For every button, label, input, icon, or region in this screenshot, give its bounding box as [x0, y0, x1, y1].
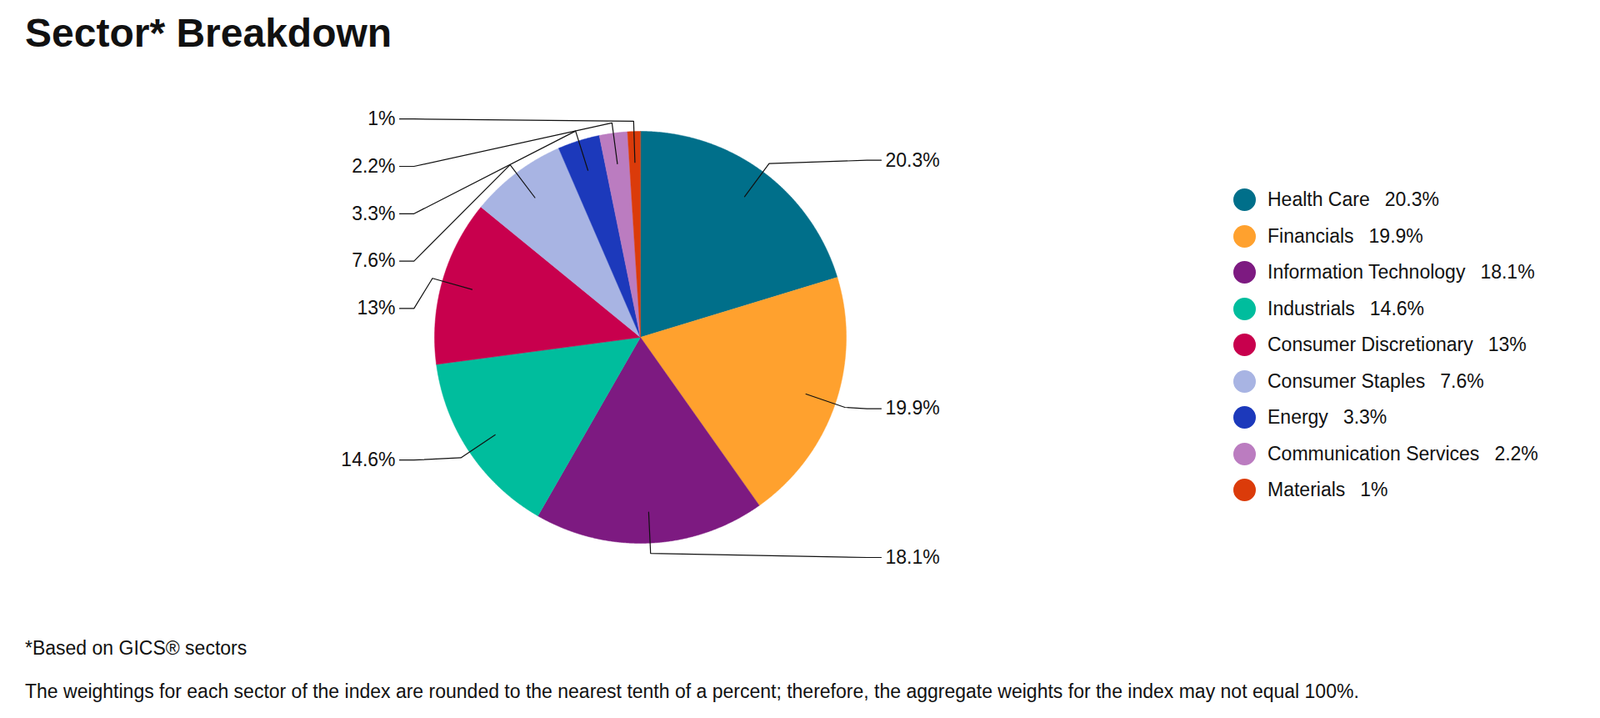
html-text:The weightings for each sector: The weightings for each sector of the in… — [25, 680, 1359, 702]
svg-text:14.6%: 14.6% — [340, 448, 395, 470]
svg-text:18.1%: 18.1% — [885, 545, 940, 568]
html-text:14.6%: 14.6% — [1369, 297, 1425, 319]
html-text:Energy: Energy — [1267, 406, 1329, 428]
svg-text:1%: 1% — [367, 107, 395, 130]
html-text:Information Technology: Information Technology — [1267, 261, 1466, 283]
svg-text:20.3%: 20.3% — [885, 149, 940, 171]
svg-text:13%: 13% — [357, 296, 396, 319]
html-text:19.9%: 19.9% — [1368, 224, 1424, 247]
html-text:13%: 13% — [1488, 333, 1527, 356]
svg-text:7.6%: 7.6% — [351, 249, 395, 271]
html-text:1%: 1% — [1360, 478, 1388, 501]
svg-text:3.3%: 3.3% — [351, 202, 395, 225]
svg-text:2.2%: 2.2% — [351, 155, 395, 177]
html-text:Materials: Materials — [1267, 478, 1346, 501]
html-text:18.1%: 18.1% — [1480, 261, 1535, 283]
html-text:Consumer Discretionary: Consumer Discretionary — [1267, 333, 1474, 356]
html-text:7.6%: 7.6% — [1440, 369, 1484, 392]
html-text:Health Care: Health Care — [1267, 188, 1370, 211]
html-text:2.2%: 2.2% — [1494, 442, 1539, 464]
html-text:Financials: Financials — [1267, 224, 1354, 247]
html-text:Communication Services: Communication Services — [1267, 442, 1480, 464]
svg-text:19.9%: 19.9% — [885, 396, 940, 419]
html-text:Sector* Breakdown: Sector* Breakdown — [25, 10, 392, 55]
html-text:3.3%: 3.3% — [1343, 406, 1387, 428]
html-text:Consumer Staples: Consumer Staples — [1267, 369, 1426, 392]
html-text:Industrials: Industrials — [1267, 297, 1355, 319]
html-text:*Based on GICS® sectors: *Based on GICS® sectors — [25, 636, 247, 659]
html-text:20.3%: 20.3% — [1384, 188, 1440, 211]
